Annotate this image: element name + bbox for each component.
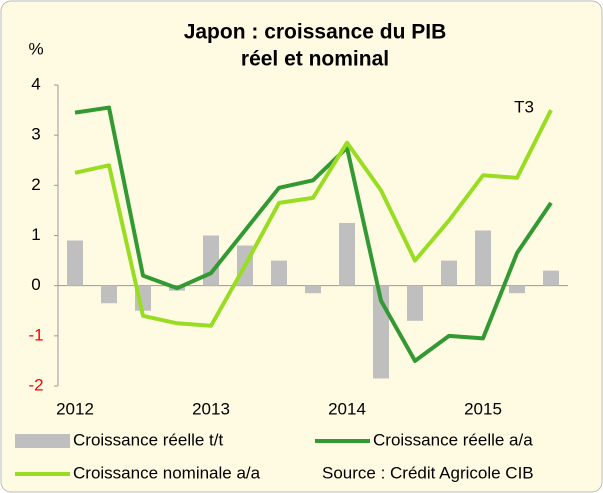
y-tick-label: 1: [31, 225, 40, 244]
bar: [543, 270, 559, 286]
bar: [441, 260, 457, 286]
line: [74, 109, 553, 328]
legend-swatch: [15, 434, 70, 448]
chart-title: réel et nominal: [241, 48, 389, 71]
bar: [407, 285, 423, 321]
y-tick-label: 2: [31, 175, 40, 194]
legend-label: Croissance réelle a/a: [373, 430, 533, 449]
bar: [305, 285, 321, 294]
y-tick-label: 3: [31, 125, 40, 144]
x-tick-label: 2013: [192, 399, 230, 418]
y-tick-label: 0: [31, 275, 40, 294]
bar: [271, 260, 287, 286]
bar: [101, 285, 117, 304]
bar: [475, 230, 491, 286]
y-tick-label: -1: [28, 325, 43, 344]
x-tick-label: 2014: [328, 399, 366, 418]
line: [74, 105, 553, 363]
legend-label: Croissance réelle t/t: [73, 430, 224, 449]
chart-title: Japon : croissance du PIB: [184, 21, 447, 44]
bar: [509, 285, 525, 294]
bar: [67, 240, 83, 286]
source: Source : Crédit Agricole CIB: [322, 463, 534, 482]
y-tick-label: 4: [31, 74, 40, 93]
x-tick-label: 2012: [56, 399, 94, 418]
y-tick-label: -2: [28, 375, 43, 394]
bar: [339, 222, 355, 286]
bar: [203, 235, 219, 286]
y-axis-label: %: [28, 39, 43, 58]
legend-label: Croissance nominale a/a: [73, 463, 261, 482]
annotation: T3: [514, 97, 534, 116]
x-tick-label: 2015: [464, 399, 502, 418]
